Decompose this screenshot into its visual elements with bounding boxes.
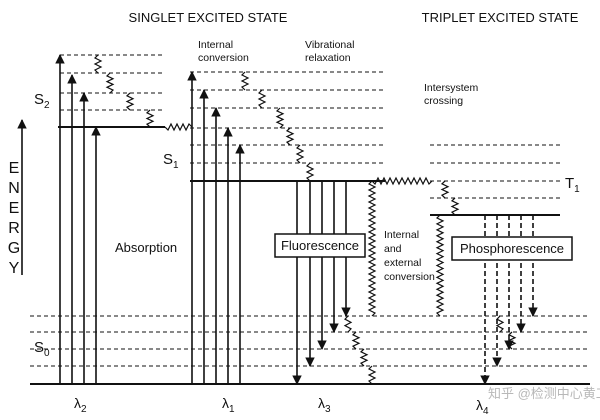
wavy-transition [93,54,103,74]
wavy-transition [359,348,369,367]
wavelength-label: λ4 [476,397,489,417]
wavy-transition [367,180,377,317]
wavy-transition [125,92,135,111]
wavelength-label: λ2 [74,395,87,415]
annotation: Internal conversion [198,39,249,64]
watermark: 知乎 @检测中心黄工 [488,386,600,401]
state-label: S0 [34,339,50,359]
wavy-transition [105,72,115,94]
wavy-transition [450,197,460,216]
wavy-transition [351,331,361,350]
annotation: Intersystem crossing [424,82,481,107]
phosphorescence-label: Phosphorescence [460,241,564,256]
diagram-shapes [17,54,590,385]
wavy-transition [257,89,267,109]
triplet-header: TRIPLET EXCITED STATE [422,10,579,25]
annotation: Vibrational relaxation [305,39,357,64]
wavy-transition [145,109,155,128]
absorption-label: Absorption [115,240,177,255]
annotation: Internal and external conversion [384,229,435,283]
wavy-transition [305,162,315,182]
wavy-transition [507,331,517,350]
wavy-transition [435,214,445,317]
label-box [451,236,573,261]
state-label: S1 [163,151,179,171]
state-label: S2 [34,91,50,111]
state-label: T1 [565,175,580,195]
wavy-transition [371,176,433,186]
label-box [274,233,366,258]
wavelength-label: λ3 [318,395,331,415]
wavy-transition [285,127,295,146]
energy-label: ENERGY [6,160,23,280]
singlet-header: SINGLET EXCITED STATE [129,10,288,25]
wavy-transition [275,107,285,129]
wavelength-label: λ1 [222,395,235,415]
fluorescence-label: Fluorescence [281,238,359,253]
wavy-transition [240,71,250,91]
wavy-transition [343,315,353,333]
wavy-transition [295,144,305,164]
wavy-transition [164,122,193,132]
wavy-transition [495,315,505,333]
wavy-transition [440,180,450,199]
wavy-transition [367,365,377,385]
